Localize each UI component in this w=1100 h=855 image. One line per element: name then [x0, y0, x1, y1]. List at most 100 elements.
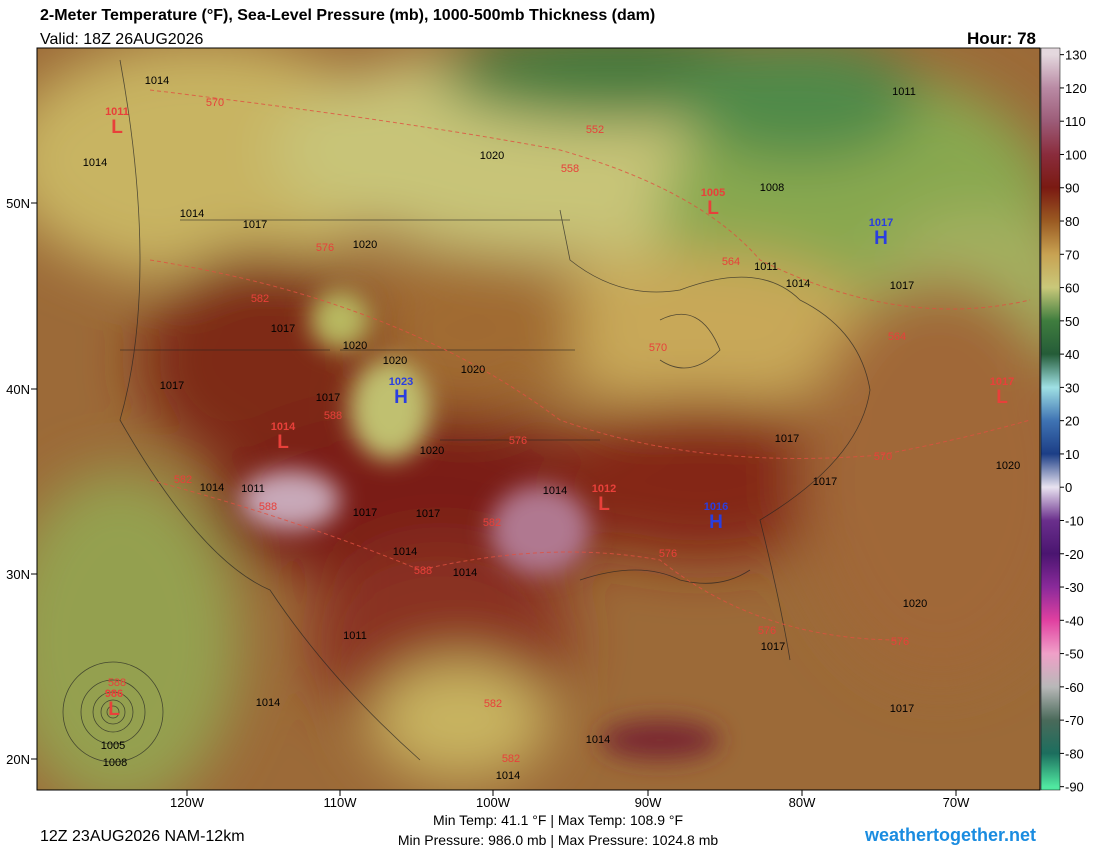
map-field — [37, 48, 1040, 790]
isobar-label: 1014 — [586, 734, 610, 746]
isobar-label: 1017 — [353, 507, 377, 519]
pressure-center-value: 1014 — [271, 421, 296, 433]
colorbar-tick-label: -70 — [1065, 713, 1084, 728]
latitude-label: 50N — [6, 196, 30, 211]
isobar-label: 1014 — [145, 75, 169, 87]
thickness-label: 588 — [324, 410, 342, 422]
isobar-label: 1011 — [892, 86, 916, 98]
longitude-label: 110W — [324, 795, 358, 810]
colorbar-tick-label: 50 — [1065, 314, 1079, 329]
thickness-label: 570 — [649, 342, 667, 354]
pressure-stats: Min Pressure: 986.0 mb | Max Pressure: 1… — [398, 832, 719, 848]
colorbar-tick-label: 20 — [1065, 414, 1079, 429]
isobar-label: 1005 — [101, 740, 125, 752]
thickness-label: 582 — [251, 293, 269, 305]
colorbar-tick-label: 0 — [1065, 480, 1072, 495]
latitude-label: 20N — [6, 752, 30, 767]
colorbar-tick-label: -30 — [1065, 580, 1084, 595]
isobar-label: 1017 — [271, 323, 295, 335]
thickness-label: 576 — [758, 625, 776, 637]
isobar-label: 1014 — [543, 485, 567, 497]
pressure-center-value: 1017 — [869, 217, 893, 229]
pressure-center-letter: L — [598, 494, 610, 515]
pressure-center-letter: H — [394, 387, 408, 408]
map-frame — [36, 47, 1041, 791]
longitude-label: 70W — [943, 795, 970, 810]
latitude-label: 40N — [6, 382, 30, 397]
colorbar-tick-label: -80 — [1065, 746, 1084, 761]
colorbar-tick-label: 80 — [1065, 214, 1079, 229]
colorbar-tick-label: 90 — [1065, 181, 1079, 196]
colorbar-tick-label: 60 — [1065, 281, 1079, 296]
valid-time: Valid: 18Z 26AUG2026 — [40, 31, 203, 48]
pressure-center-value: 1012 — [592, 483, 616, 495]
pressure-center-value: 1017 — [990, 376, 1014, 388]
isobar-label: 1020 — [480, 150, 504, 162]
isobar-label: 1017 — [890, 703, 914, 715]
pressure-center-letter: L — [996, 387, 1008, 408]
isobar-label: 1011 — [343, 630, 367, 642]
colorbar-tick-label: -90 — [1065, 780, 1084, 795]
model-run: 12Z 23AUG2026 NAM-12km — [40, 828, 245, 845]
isobar-label: 1020 — [903, 598, 927, 610]
pressure-center-letter: L — [108, 699, 120, 720]
isobar-label: 1017 — [243, 219, 267, 231]
thickness-label: 564 — [722, 256, 740, 268]
isobar-label: 1008 — [103, 757, 127, 769]
thickness-label: 576 — [316, 242, 334, 254]
colorbar-tick-label: 10 — [1065, 447, 1079, 462]
longitude-label: 80W — [789, 795, 816, 810]
isobar-label: 1014 — [256, 697, 280, 709]
isobar-label: 1014 — [496, 770, 520, 782]
isobar-label: 1017 — [775, 433, 799, 445]
thickness-label: 576 — [891, 636, 909, 648]
thickness-label: 552 — [586, 124, 604, 136]
isobar-label: 1020 — [353, 239, 377, 251]
colorbar-tick-label: -20 — [1065, 547, 1084, 562]
colorbar-tick-label: -10 — [1065, 513, 1084, 528]
isobar-label: 1017 — [160, 380, 184, 392]
colorbar-tick-label: 70 — [1065, 247, 1079, 262]
isobar-label: 1014 — [200, 482, 224, 494]
longitude-label: 100W — [476, 795, 511, 810]
thickness-label: 582 — [174, 474, 192, 486]
isobar-label: 1020 — [420, 445, 444, 457]
pressure-center-value: 986 — [105, 688, 123, 700]
isobar-label: 1017 — [416, 508, 440, 520]
thickness-label: 570 — [874, 451, 892, 463]
pressure-center-letter: H — [709, 512, 723, 533]
isobar-label: 1017 — [761, 641, 785, 653]
thickness-label: 588 — [259, 501, 277, 513]
isobar-label: 1020 — [461, 364, 485, 376]
thickness-label: 588 — [108, 677, 126, 689]
longitude-label: 90W — [635, 795, 662, 810]
isobar-label: 1014 — [453, 567, 477, 579]
site-link[interactable]: weathertogether.net — [864, 825, 1036, 845]
isobar-label: 1017 — [813, 476, 837, 488]
pressure-center-letter: L — [277, 432, 289, 453]
isobar-label: 1014 — [786, 278, 810, 290]
colorbar-tick-label: 100 — [1065, 147, 1087, 162]
temp-stats: Min Temp: 41.1 °F | Max Temp: 108.9 °F — [433, 812, 683, 828]
longitude-label: 120W — [170, 795, 205, 810]
isobar-label: 1011 — [241, 483, 265, 495]
latitude-label: 30N — [6, 567, 30, 582]
thickness-label: 576 — [509, 435, 527, 447]
title: 2-Meter Temperature (°F), Sea-Level Pres… — [40, 7, 655, 24]
thickness-label: 582 — [484, 698, 502, 710]
thickness-label: 588 — [414, 565, 432, 577]
thickness-label: 558 — [561, 163, 579, 175]
thickness-label: 582 — [502, 753, 520, 765]
colorbar-tick-label: -40 — [1065, 613, 1084, 628]
isobar-label: 1020 — [996, 460, 1020, 472]
isobar-label: 1011 — [754, 261, 778, 273]
colorbar-tick-label: 120 — [1065, 81, 1087, 96]
isobar-label: 1020 — [383, 355, 407, 367]
colorbar-tick-label: -50 — [1065, 647, 1084, 662]
colorbar: 1301201101009080706050403020100-10-20-30… — [1040, 48, 1087, 795]
thickness-label: 570 — [206, 97, 224, 109]
colorbar-tick-label: 40 — [1065, 347, 1079, 362]
pressure-center-letter: L — [111, 117, 123, 138]
